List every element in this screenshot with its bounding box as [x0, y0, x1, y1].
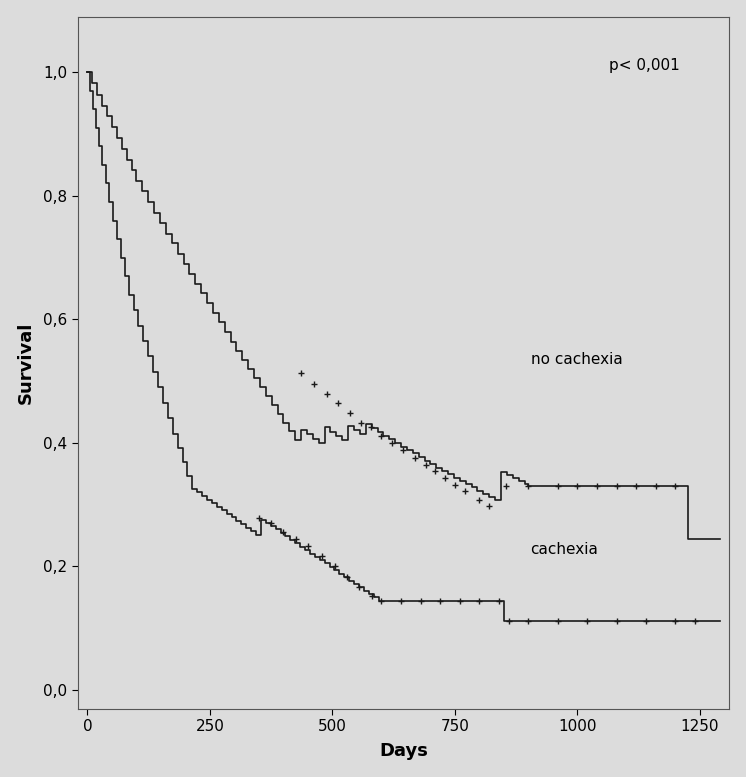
- Text: p< 0,001: p< 0,001: [609, 57, 680, 72]
- Y-axis label: Survival: Survival: [16, 322, 34, 404]
- Text: no cachexia: no cachexia: [530, 352, 622, 367]
- X-axis label: Days: Days: [379, 742, 428, 761]
- Text: cachexia: cachexia: [530, 542, 598, 557]
